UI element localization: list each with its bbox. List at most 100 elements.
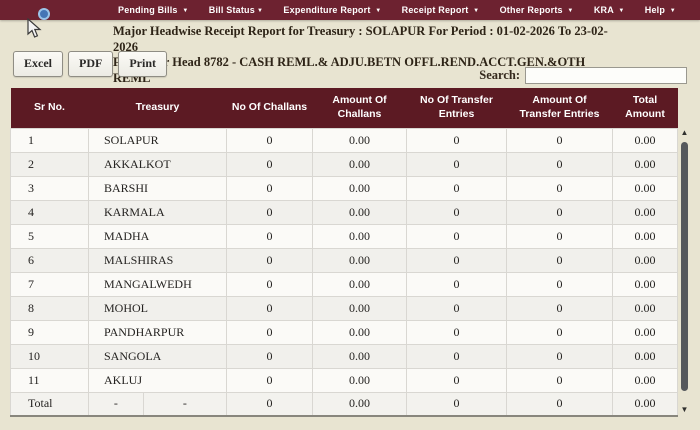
cell-treasury: MOHOL: [88, 295, 227, 321]
chevron-down-icon: ▼: [182, 8, 189, 14]
cell-sr-no: 9: [10, 319, 89, 345]
table-row[interactable]: 2 AKKALKOT 0 0.00 0 0 0.00: [10, 151, 678, 177]
cell-amount-of-challans: 0.00: [312, 199, 407, 225]
cell-amount-of-transfer-entries: 0: [506, 295, 613, 321]
report-title: Major Headwise Receipt Report for Treasu…: [113, 24, 613, 87]
cell-total-amount: 0.00: [612, 271, 678, 297]
header-treasury[interactable]: Treasury: [88, 88, 227, 128]
cell-amount-of-challans: 0.00: [312, 223, 407, 249]
cell-amount-of-challans: 0.00: [312, 343, 407, 369]
nav-kra[interactable]: KRA ▼: [593, 5, 625, 15]
cell-treasury: AKKALKOT: [88, 151, 227, 177]
header-sr-no[interactable]: Sr No.: [10, 88, 89, 128]
header-total-amount[interactable]: Total Amount: [612, 88, 678, 128]
nav-help[interactable]: Help ▼: [644, 5, 676, 15]
chevron-down-icon: ▼: [618, 8, 625, 14]
cell-total-amount: 0.00: [612, 175, 678, 201]
table-row[interactable]: 9 PANDHARPUR 0 0.00 0 0 0.00: [10, 319, 678, 345]
chevron-down-icon: ▼: [256, 8, 264, 14]
cell-amount-of-transfer-entries: 0: [506, 319, 613, 345]
receipt-report-table: Sr No. Treasury No Of Challans Amount Of…: [10, 88, 678, 417]
cell-no-of-challans: 0: [226, 319, 313, 345]
cell-no-of-transfer-entries: 0: [406, 175, 507, 201]
cell-sr-no: 4: [10, 199, 89, 225]
cell-sr-no: 2: [10, 151, 89, 177]
cell-amount-of-challans: 0.00: [312, 367, 407, 393]
table-row[interactable]: 7 MANGALWEDH 0 0.00 0 0 0.00: [10, 271, 678, 297]
total-treasury-dash-1: -: [89, 392, 144, 415]
table-row[interactable]: 1 SOLAPUR 0 0.00 0 0 0.00: [10, 127, 678, 153]
excel-button[interactable]: Excel: [13, 51, 63, 77]
table-row[interactable]: 5 MADHA 0 0.00 0 0 0.00: [10, 223, 678, 249]
scrollbar-thumb[interactable]: [681, 142, 688, 391]
cell-total-amount: 0.00: [612, 295, 678, 321]
table-row[interactable]: 8 MOHOL 0 0.00 0 0 0.00: [10, 295, 678, 321]
table-row[interactable]: 4 KARMALA 0 0.00 0 0 0.00: [10, 199, 678, 225]
cell-total-amount: 0.00: [612, 319, 678, 345]
cell-treasury: SOLAPUR: [88, 127, 227, 153]
cell-no-of-transfer-entries: 0: [406, 223, 507, 249]
chevron-down-icon: ▼: [473, 8, 480, 14]
table-row[interactable]: 11 AKLUJ 0 0.00 0 0 0.00: [10, 367, 678, 393]
cell-amount-of-challans: 0.00: [312, 295, 407, 321]
nav-other-reports[interactable]: Other Reports ▼: [499, 5, 574, 15]
cell-sr-no: 11: [10, 367, 89, 393]
cell-treasury: SANGOLA: [88, 343, 227, 369]
cell-sr-no: 7: [10, 271, 89, 297]
cell-amount-of-transfer-entries: 0: [506, 343, 613, 369]
header-no-of-challans[interactable]: No Of Challans: [226, 88, 313, 128]
cell-treasury: MALSHIRAS: [88, 247, 227, 273]
cell-amount-of-challans: 0.00: [312, 271, 407, 297]
cell-treasury: AKLUJ: [88, 367, 227, 393]
vertical-scrollbar[interactable]: ▲ ▼: [678, 128, 691, 417]
print-button[interactable]: Print: [118, 51, 167, 77]
scroll-down-icon[interactable]: ▼: [680, 405, 689, 414]
cell-amount-of-transfer-entries: 0: [506, 127, 613, 153]
cell-treasury: MADHA: [88, 223, 227, 249]
table-row[interactable]: 6 MALSHIRAS 0 0.00 0 0 0.00: [10, 247, 678, 273]
header-amount-of-challans[interactable]: Amount Of Challans: [312, 88, 407, 128]
table-row[interactable]: 3 BARSHI 0 0.00 0 0 0.00: [10, 175, 678, 201]
search-input[interactable]: [525, 67, 687, 84]
cell-amount-of-transfer-entries: 0: [506, 367, 613, 393]
total-no-of-transfer-entries: 0: [406, 391, 507, 417]
cell-total-amount: 0.00: [612, 127, 678, 153]
total-amount-of-challans: 0.00: [312, 391, 407, 417]
cell-no-of-transfer-entries: 0: [406, 343, 507, 369]
chevron-down-icon: ▼: [669, 8, 676, 14]
total-total-amount: 0.00: [612, 391, 678, 417]
cell-treasury: BARSHI: [88, 175, 227, 201]
nav-receipt-report[interactable]: Receipt Report ▼: [401, 5, 480, 15]
table-row[interactable]: 10 SANGOLA 0 0.00 0 0 0.00: [10, 343, 678, 369]
cell-sr-no: 6: [10, 247, 89, 273]
export-toolbar: Excel PDF Print: [13, 51, 167, 77]
cell-sr-no: 1: [10, 127, 89, 153]
cell-amount-of-transfer-entries: 0: [506, 175, 613, 201]
header-no-of-transfer-entries[interactable]: No Of Transfer Entries: [406, 88, 507, 128]
cell-no-of-challans: 0: [226, 127, 313, 153]
top-navbar: Pending Bills ▼ Bill Status ▼ Expenditure…: [0, 0, 700, 20]
cell-amount-of-transfer-entries: 0: [506, 199, 613, 225]
cell-amount-of-transfer-entries: 0: [506, 271, 613, 297]
table-header: Sr No. Treasury No Of Challans Amount Of…: [10, 88, 678, 128]
scrollbar-track[interactable]: [678, 140, 691, 405]
cell-total-amount: 0.00: [612, 199, 678, 225]
cell-sr-no: 8: [10, 295, 89, 321]
cell-no-of-transfer-entries: 0: [406, 247, 507, 273]
scroll-up-icon[interactable]: ▲: [680, 128, 689, 137]
search-area: Search:: [479, 67, 687, 84]
cell-no-of-challans: 0: [226, 199, 313, 225]
pdf-button[interactable]: PDF: [68, 51, 114, 77]
header-amount-of-transfer-entries[interactable]: Amount Of Transfer Entries: [506, 88, 613, 128]
search-label: Search:: [479, 68, 520, 82]
nav-bill-status[interactable]: Bill Status ▼: [208, 5, 264, 15]
cell-amount-of-challans: 0.00: [312, 151, 407, 177]
report-table-area: Sr No. Treasury No Of Challans Amount Of…: [10, 88, 690, 417]
cell-no-of-challans: 0: [226, 343, 313, 369]
cell-amount-of-challans: 0.00: [312, 319, 407, 345]
nav-pending-bills[interactable]: Pending Bills ▼: [118, 5, 189, 15]
pointer-arrow-icon: [27, 18, 42, 38]
nav-expenditure-report[interactable]: Expenditure Report ▼: [283, 5, 382, 15]
cell-no-of-transfer-entries: 0: [406, 295, 507, 321]
cell-sr-no: 3: [10, 175, 89, 201]
